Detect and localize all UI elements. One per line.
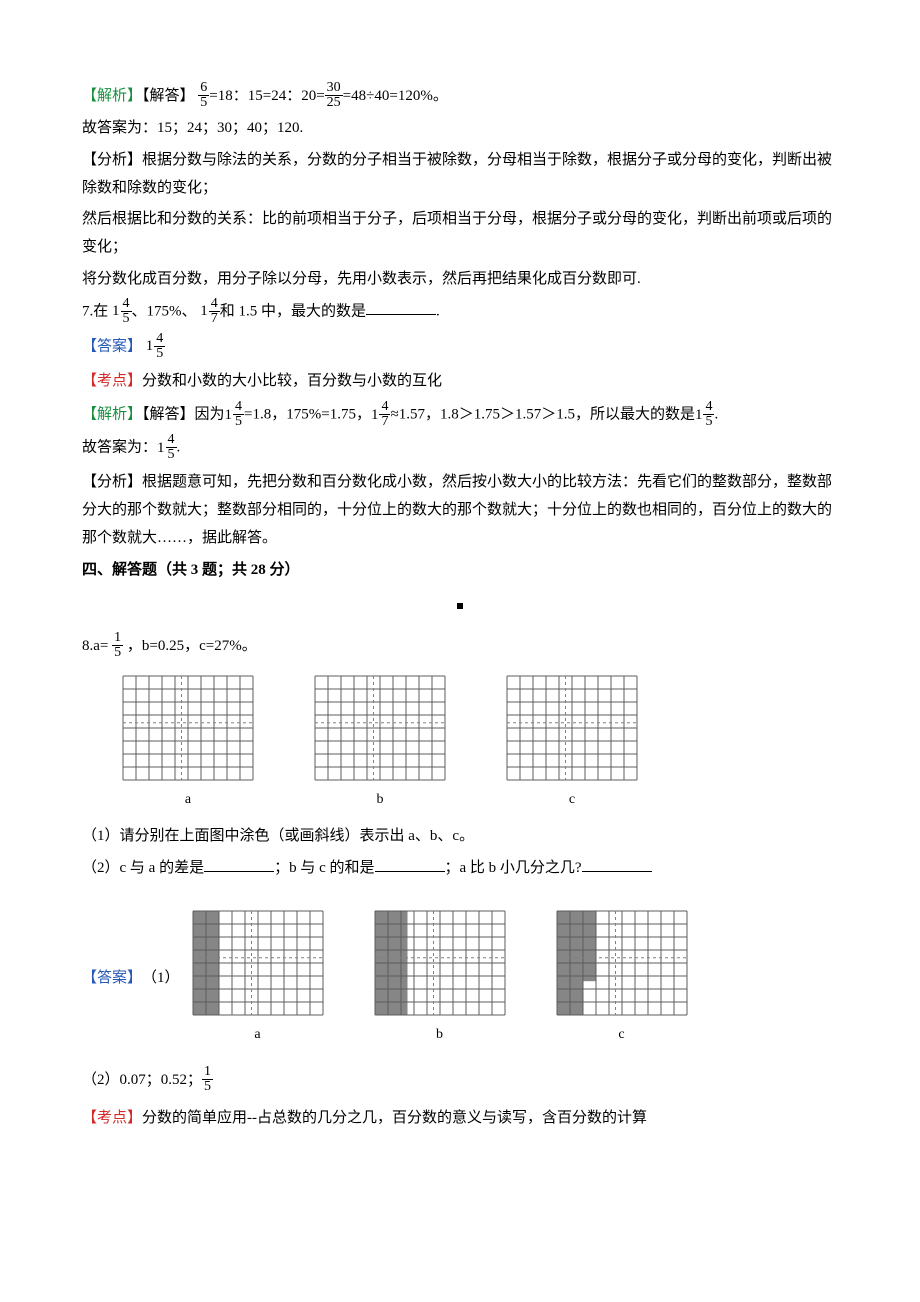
grid-svg <box>314 675 446 781</box>
grid-svg <box>556 910 688 1016</box>
q8-stem: 8.a= 15 ，b=0.25，c=27%。 <box>82 632 838 661</box>
grid-ans-b: b <box>374 910 506 1048</box>
grid-a: a <box>122 675 254 813</box>
q7-kaodian: 【考点】分数和小数的大小比较，百分数与小数的互化 <box>82 368 838 396</box>
q8-kaodian: 【考点】分数的简单应用--占总数的几分之几，百分数的意义与读写，含百分数的计算 <box>82 1105 838 1133</box>
grid-svg <box>122 675 254 781</box>
grid-svg <box>506 675 638 781</box>
q6-fenxi-3: 将分数化成百分数，用分子除以分母，先用小数表示，然后再把结果化成百分数即可. <box>82 266 838 294</box>
grid-c: c <box>506 675 638 813</box>
grid-b: b <box>314 675 446 813</box>
kaodian-label: 【考点】 <box>82 373 142 389</box>
q7-gudaan: 故答案为：145. <box>82 434 838 463</box>
grid-ans-a: a <box>192 910 324 1048</box>
mixed-1-4-7: 147 <box>200 298 220 327</box>
center-marker <box>82 594 838 622</box>
q7-jiexi: 【解析】【解答】因为145=1.8，175%=1.75，147≈1.57，1.8… <box>82 401 838 430</box>
q8-answer-row: 【答案】 （1） a b c <box>82 910 838 1048</box>
grid-svg <box>374 910 506 1016</box>
grid-ans-c: c <box>556 910 688 1048</box>
blank-input[interactable] <box>582 855 652 872</box>
q8-sub2: （2）c 与 a 的差是；b 与 c 的和是；a 比 b 小几分之几? <box>82 855 838 883</box>
text: =18：15=24：20= <box>209 88 324 104</box>
answer-mixed: 145 <box>146 333 166 362</box>
q8-blank-grids: a b c <box>122 675 838 813</box>
blank-input[interactable] <box>366 299 436 316</box>
q6-jiexi-line: 【解析】【解答】 65=18：15=24：20=3025=48÷40=120%。 <box>82 82 838 111</box>
q8-sub1: （1）请分别在上面图中涂色（或画斜线）表示出 a、b、c。 <box>82 823 838 851</box>
blank-input[interactable] <box>375 855 445 872</box>
q6-fenxi-2: 然后根据比和分数的关系：比的前项相当于分子，后项相当于分母，根据分子或分母的变化… <box>82 206 838 262</box>
answer-label: 【答案】 <box>82 338 146 354</box>
fraction-30-25: 3025 <box>325 81 343 110</box>
fraction-1-5: 15 <box>112 631 123 660</box>
q7-answer: 【答案】 145 <box>82 333 838 362</box>
answer-label: 【答案】 <box>82 965 142 993</box>
fraction-1-5: 15 <box>202 1065 213 1094</box>
q7-fenxi: 【分析】根据题意可知，先把分数和百分数化成小数，然后按小数大小的比较方法：先看它… <box>82 469 838 552</box>
q6-gudaan: 故答案为：15；24；30；40；120. <box>82 115 838 143</box>
q8-answer-grids: a b c <box>192 910 688 1048</box>
jieda-label: 【解答】 <box>142 88 195 104</box>
section-4-title: 四、解答题（共 3 题；共 28 分） <box>82 557 838 585</box>
text: =48÷40=120%。 <box>343 88 448 104</box>
q6-fenxi-1: 【分析】根据分数与除法的关系，分数的分子相当于被除数，分母相当于除数，根据分子或… <box>82 147 838 203</box>
mixed-1-4-5: 145 <box>112 298 132 327</box>
q7-stem: 7.在 145、175%、 147和 1.5 中，最大的数是. <box>82 298 838 327</box>
blank-input[interactable] <box>204 855 274 872</box>
grid-svg <box>192 910 324 1016</box>
jiexi-label: 【解析】 <box>82 407 142 423</box>
jiexi-label: 【解析】 <box>82 88 142 104</box>
kaodian-label: 【考点】 <box>82 1110 142 1126</box>
q8-answer-2: （2）0.07；0.52；15 <box>82 1066 838 1095</box>
fraction-6-5: 65 <box>198 81 209 110</box>
